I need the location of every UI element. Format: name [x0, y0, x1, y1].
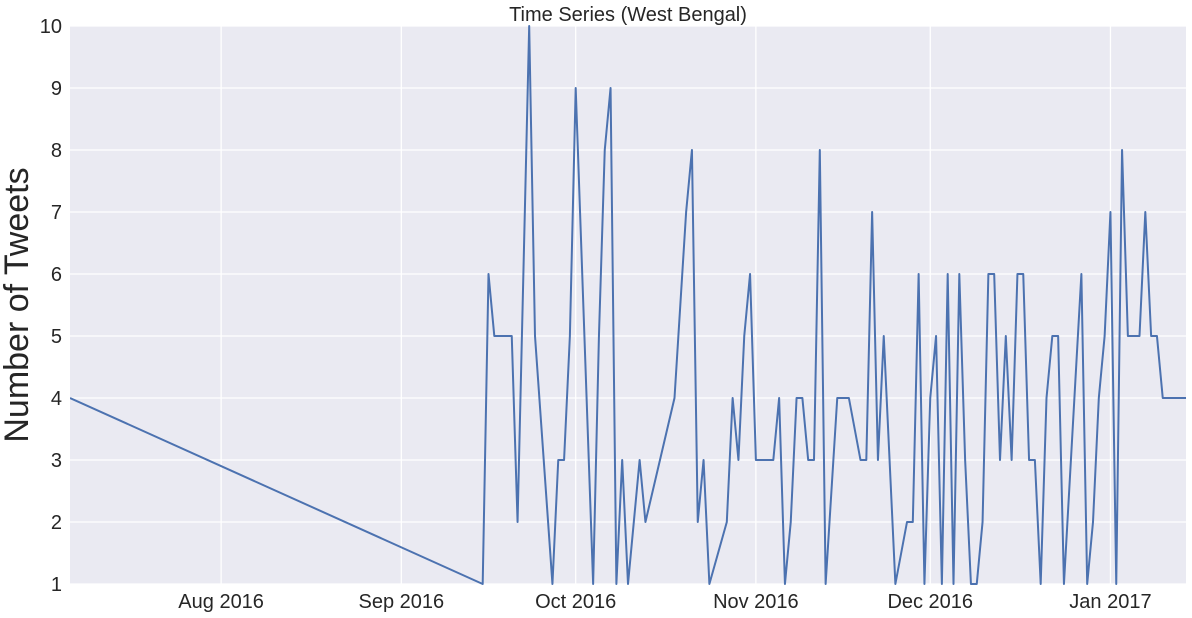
- y-axis-label: Number of Tweets: [0, 167, 36, 442]
- y-gridlines: [70, 25, 1186, 585]
- series-layer: [70, 25, 1186, 585]
- y-tick-label: 7: [51, 202, 62, 224]
- series-line: [70, 25, 1186, 585]
- x-tick-label: Sep 2016: [358, 591, 444, 613]
- y-tick-label: 1: [51, 574, 62, 596]
- x-tick-label: Jan 2017: [1069, 591, 1151, 613]
- plot-background: [70, 26, 1186, 584]
- x-tick-label: Oct 2016: [535, 591, 616, 613]
- x-tick-labels: Aug 2016 Sep 2016 Oct 2016 Nov 2016 Dec 2016…: [178, 591, 1151, 613]
- y-tick-label: 4: [51, 388, 62, 410]
- y-tick-label: 2: [51, 512, 62, 534]
- y-tick-label: 6: [51, 264, 62, 286]
- x-gridlines: [220, 26, 1112, 584]
- x-tick-label: Dec 2016: [887, 591, 973, 613]
- chart-title: Time Series (West Bengal): [509, 4, 747, 26]
- x-tick-label: Nov 2016: [713, 591, 799, 613]
- y-tick-label: 9: [51, 78, 62, 100]
- y-tick-label: 5: [51, 326, 62, 348]
- y-tick-label: 8: [51, 140, 62, 162]
- x-tick-label: Aug 2016: [178, 591, 264, 613]
- y-tick-label: 10: [40, 16, 62, 38]
- y-tick-labels: 1 2 3 4 5 6 7 8 9 10: [40, 16, 62, 596]
- y-tick-label: 3: [51, 450, 62, 472]
